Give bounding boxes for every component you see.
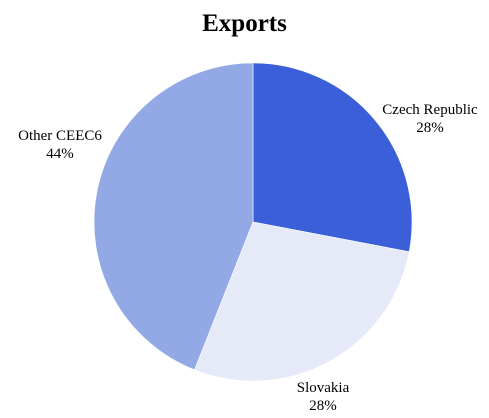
slice-value-label: 44%	[46, 146, 74, 162]
pie-slice-other-ceec6	[93, 62, 254, 371]
chart-title: Exports	[202, 10, 287, 37]
slice-value-label: 28%	[416, 120, 444, 136]
pie-slices	[93, 62, 413, 382]
pie-slice-slovakia	[194, 221, 410, 382]
slice-label: Czech Republic	[382, 102, 478, 118]
slice-value-label: 28%	[309, 398, 337, 414]
pie-labels: Czech Republic 28% Slovakia 28% Other CEEC6 4…	[18, 102, 478, 414]
slice-label: Other CEEC6	[18, 128, 102, 144]
slice-label: Slovakia	[297, 380, 350, 396]
pie-slice-czech-republic	[252, 62, 413, 253]
